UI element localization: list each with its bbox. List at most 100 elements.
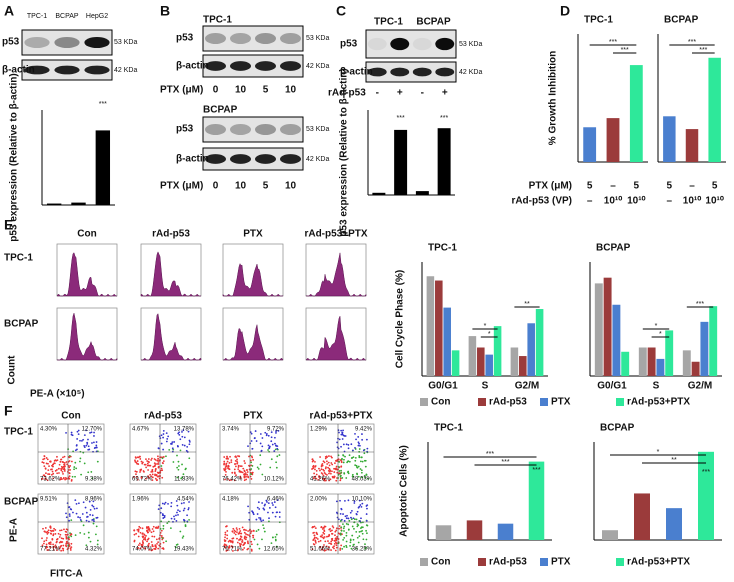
column-header: PTX [243,229,263,240]
dot [250,461,253,464]
dot [90,471,93,473]
dose-label: 10 [285,181,297,192]
dot [254,437,256,439]
dot [188,518,190,521]
dot [178,431,181,434]
dot [314,468,316,471]
dot [314,460,316,463]
dot [147,527,150,530]
dot [50,532,53,535]
dot [319,546,322,548]
blot-band [280,124,301,135]
dot [69,549,72,551]
dot [315,473,318,476]
dot [173,518,176,520]
blot-size: 42 KDa [459,69,482,76]
dot [181,431,183,433]
dot [176,466,179,469]
dot [58,472,60,474]
significance: *** [696,301,704,308]
dot [47,469,50,472]
dot [47,462,49,465]
dot [239,535,242,538]
dot [360,476,363,479]
dot [68,475,71,478]
dot [51,464,53,467]
dot [155,526,158,529]
dot [333,467,335,470]
dose-label: 0 [213,181,219,192]
dot [340,472,342,474]
dot [41,544,44,547]
dot [239,465,242,468]
dot [341,433,344,436]
dot [46,537,48,539]
dot [91,477,94,480]
dot [331,525,334,528]
dot [259,517,262,519]
dot [70,460,73,463]
dot [232,537,235,540]
dot [70,508,73,511]
dot [352,538,355,541]
dot [273,501,276,503]
dot [233,479,236,482]
dot [262,527,265,530]
dot [95,444,98,447]
dot [51,470,54,473]
dot [341,547,344,550]
dot [343,458,345,461]
dot [323,536,326,538]
condition-level: 10¹⁰ [604,196,622,207]
bar [415,191,429,196]
dot [137,456,140,459]
dot [47,549,50,551]
dot [333,547,335,550]
dot [225,525,227,528]
dose-label: 0 [213,85,219,96]
dot [367,477,369,480]
dot [171,441,174,444]
legend-swatch [616,398,624,406]
dot [353,527,355,530]
dot [357,444,360,447]
dot [340,529,343,532]
dot [167,435,170,438]
dot [361,460,364,463]
dot [324,540,327,543]
dot [159,511,162,514]
histogram [56,312,118,361]
dot [60,469,63,472]
row-label: BCPAP [4,497,39,508]
blot-row-label: p53 [2,37,20,48]
bar [437,128,451,196]
dot [276,511,279,514]
y-axis-label: % Growth Inhibition [548,51,559,145]
dot [336,471,339,474]
dot [85,544,88,547]
dose-label: 10 [235,181,247,192]
dot [326,463,329,465]
dot [52,530,55,532]
bar [603,277,612,376]
dot [68,472,71,474]
dot [235,465,237,468]
x-axis-label: FITC-A [50,569,83,580]
dot [75,502,78,505]
dot [322,537,325,540]
dot [330,540,333,543]
dot [87,438,89,441]
panel-label: E [4,217,13,233]
dot [77,429,80,432]
dot [270,542,273,545]
dot [343,519,346,522]
dot [257,467,260,470]
dot [133,475,135,478]
dot [338,438,341,441]
dot [157,455,159,458]
dot [45,531,48,534]
dot [73,466,76,468]
dot [326,473,328,476]
dot [246,533,249,536]
dot [365,513,368,515]
